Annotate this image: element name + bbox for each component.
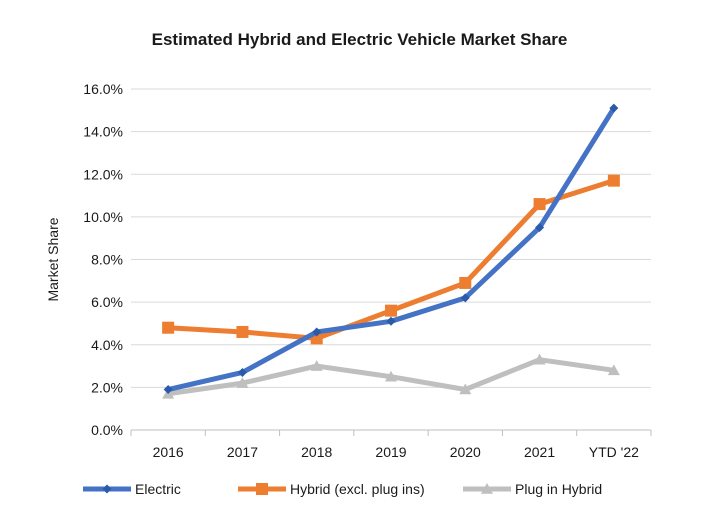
legend-label: Plug in Hybrid bbox=[515, 481, 602, 497]
x-tick-label: 2017 bbox=[227, 444, 258, 460]
y-tick-labels: 0.0% 2.0% 4.0% 6.0% 8.0% 10.0% 12.0% 14.0% 16.0% bbox=[83, 81, 123, 438]
data-point bbox=[609, 103, 619, 113]
data-point bbox=[607, 364, 620, 376]
series-hybrid-excl-plug-ins bbox=[162, 174, 620, 345]
series bbox=[162, 103, 620, 399]
data-point bbox=[460, 293, 470, 303]
y-tick-label: 4.0% bbox=[91, 337, 123, 353]
data-point bbox=[312, 327, 322, 337]
y-tick-label: 6.0% bbox=[91, 294, 123, 310]
data-point bbox=[236, 377, 249, 388]
data-point bbox=[163, 385, 173, 395]
y-tick-label: 14.0% bbox=[83, 124, 123, 140]
y-tick-label: 8.0% bbox=[91, 252, 123, 268]
data-point bbox=[533, 198, 546, 211]
legend-swatch-marker bbox=[102, 484, 112, 494]
legend-label: Electric bbox=[135, 481, 181, 497]
legend-item: Plug in Hybrid bbox=[463, 481, 602, 497]
x-tick-label: YTD '22 bbox=[589, 444, 639, 460]
x-tick-label: 2021 bbox=[524, 444, 555, 460]
axes bbox=[130, 429, 652, 436]
x-tick-label: 2016 bbox=[153, 444, 184, 460]
x-tick-label: 2018 bbox=[301, 444, 332, 460]
legend-item: Electric bbox=[83, 481, 181, 497]
data-point bbox=[607, 174, 620, 187]
y-tick-label: 16.0% bbox=[83, 81, 123, 97]
data-point bbox=[459, 383, 472, 395]
y-tick-label: 2.0% bbox=[91, 379, 123, 395]
data-point bbox=[385, 304, 397, 317]
data-point bbox=[310, 360, 323, 371]
legend-swatch-marker bbox=[481, 483, 493, 494]
y-tick-label: 12.0% bbox=[83, 166, 123, 182]
data-point bbox=[385, 370, 397, 382]
y-tick-label: 0.0% bbox=[91, 422, 123, 438]
data-point bbox=[237, 367, 247, 377]
legend-label: Hybrid (excl. plug ins) bbox=[290, 481, 425, 497]
legend: Electric Hybrid (excl. plug ins) Plug in H… bbox=[83, 481, 602, 497]
data-point bbox=[459, 276, 472, 289]
series-line bbox=[165, 105, 617, 393]
chart-title: Estimated Hybrid and Electric Vehicle Ma… bbox=[151, 30, 568, 49]
legend-swatch-marker bbox=[256, 483, 268, 495]
x-tick-label: 2020 bbox=[450, 444, 481, 460]
data-point bbox=[162, 321, 175, 334]
series-electric bbox=[163, 103, 619, 395]
data-point bbox=[386, 316, 396, 326]
legend-item: Hybrid (excl. plug ins) bbox=[238, 481, 425, 497]
gridlines bbox=[131, 88, 651, 388]
y-axis-title: Market Share bbox=[45, 217, 61, 301]
x-tick-labels: 2016 2017 2018 2019 2020 2021 YTD '22 bbox=[153, 444, 640, 460]
y-tick-label: 10.0% bbox=[83, 209, 123, 225]
series-plug-in-hybrid bbox=[162, 353, 620, 399]
data-point bbox=[535, 223, 545, 233]
x-tick-label: 2019 bbox=[375, 444, 406, 460]
data-point bbox=[236, 325, 249, 338]
data-point bbox=[533, 353, 546, 365]
